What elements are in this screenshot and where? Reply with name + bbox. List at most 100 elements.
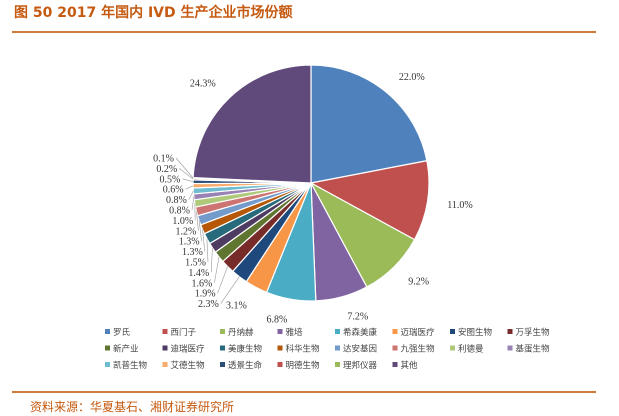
legend-label-20: 理邦仪器 bbox=[343, 360, 378, 371]
leader-line-13 bbox=[196, 211, 199, 231]
leader-line-16 bbox=[188, 190, 194, 200]
legend-label-10: 美康生物 bbox=[228, 344, 263, 355]
leader-line-20 bbox=[175, 157, 194, 179]
pie-data-label-4: 6.8% bbox=[266, 314, 287, 325]
legend-item-6: 安图生物 bbox=[450, 327, 493, 338]
pie-data-label-10: 1.5% bbox=[185, 258, 206, 269]
leader-line-11 bbox=[202, 229, 206, 252]
leader-line-19 bbox=[179, 168, 194, 180]
pie-data-label-21: 24.3% bbox=[190, 79, 216, 90]
pie-slice-0 bbox=[310, 64, 428, 184]
legend-swatch-5 bbox=[392, 329, 398, 334]
legend-swatch-21 bbox=[392, 362, 398, 367]
pie-slices bbox=[192, 64, 430, 302]
legend-swatch-3 bbox=[277, 329, 283, 334]
legend-label-19: 明德生物 bbox=[286, 360, 321, 371]
legend-swatch-12 bbox=[335, 345, 340, 351]
pie-data-label-17: 0.6% bbox=[163, 185, 184, 196]
pie-data-label-18: 0.5% bbox=[160, 174, 181, 185]
pie-data-label-13: 1.2% bbox=[176, 226, 197, 237]
pie-data-label-2: 9.2% bbox=[408, 277, 429, 288]
leader-line-12 bbox=[198, 220, 202, 242]
leader-line-7 bbox=[217, 266, 228, 294]
pie-data-label-1: 11.0% bbox=[447, 200, 472, 211]
legend-label-0: 罗氏 bbox=[113, 328, 131, 338]
legend-item-0: 罗氏 bbox=[105, 328, 131, 338]
legend-item-1: 西门子 bbox=[162, 327, 197, 338]
legend-item-15: 基蛋生物 bbox=[507, 344, 551, 355]
legend-item-19: 明德生物 bbox=[277, 360, 321, 371]
legend-item-18: 透景生命 bbox=[220, 360, 263, 371]
legend-label-16: 凯普生物 bbox=[113, 360, 148, 371]
legend-swatch-11 bbox=[277, 345, 283, 351]
legend-item-10: 美康生物 bbox=[220, 344, 263, 355]
pie-data-label-6: 2.3% bbox=[198, 299, 219, 310]
legend-item-11: 科华生物 bbox=[277, 344, 321, 355]
pie-data-label-20: 0.1% bbox=[153, 154, 174, 165]
pie-data-label-8: 1.6% bbox=[192, 278, 213, 289]
legend-label-8: 新产业 bbox=[113, 344, 139, 355]
legend-label-4: 希森美康 bbox=[343, 327, 378, 338]
pie-data-label-19: 0.2% bbox=[156, 164, 177, 175]
legend-swatch-2 bbox=[220, 329, 225, 334]
legend-swatch-14 bbox=[450, 345, 455, 351]
legend-item-14: 利德曼 bbox=[450, 344, 484, 355]
legend-swatch-16 bbox=[105, 362, 110, 367]
legend-label-21: 其他 bbox=[401, 360, 419, 371]
bottom-divider bbox=[12, 391, 596, 393]
legend-label-15: 基蛋生物 bbox=[516, 344, 551, 355]
legend-swatch-8 bbox=[105, 345, 110, 351]
legend-swatch-17 bbox=[162, 362, 168, 367]
legend-swatch-18 bbox=[220, 362, 225, 367]
pie-data-label-7: 1.9% bbox=[195, 289, 216, 300]
legend-item-12: 达安基因 bbox=[335, 344, 377, 355]
pie-data-label-11: 1.3% bbox=[182, 247, 203, 258]
label-leader-lines bbox=[175, 157, 240, 304]
leader-line-9 bbox=[210, 247, 213, 273]
legend-swatch-6 bbox=[450, 329, 455, 334]
legend-label-3: 雅培 bbox=[286, 327, 304, 338]
top-divider bbox=[12, 31, 596, 33]
pie-data-label-12: 1.3% bbox=[179, 237, 200, 248]
legend-label-14: 利德曼 bbox=[458, 344, 484, 355]
legend-label-13: 九强生物 bbox=[401, 344, 436, 355]
legend-label-7: 万孚生物 bbox=[516, 327, 551, 338]
legend-item-9: 迪瑞医疗 bbox=[162, 344, 206, 355]
legend-swatch-4 bbox=[335, 329, 340, 334]
pie-data-label-14: 1.0% bbox=[172, 216, 193, 227]
legend-swatch-9 bbox=[162, 345, 168, 351]
legend-swatch-19 bbox=[277, 362, 283, 367]
legend-item-21: 其他 bbox=[392, 360, 419, 371]
leader-line-18 bbox=[182, 178, 194, 182]
legend-swatch-15 bbox=[507, 345, 513, 351]
legend-item-17: 艾德生物 bbox=[162, 360, 206, 371]
legend-label-1: 西门子 bbox=[171, 327, 197, 338]
legend-item-20: 理邦仪器 bbox=[335, 360, 378, 371]
pie-slice-1 bbox=[309, 160, 430, 241]
legend-swatch-1 bbox=[162, 329, 168, 334]
pie-data-labels: 22.0%11.0%9.2%7.2%6.8%3.1%2.3%1.9%1.6%1.… bbox=[153, 72, 473, 325]
pie-data-label-16: 0.8% bbox=[166, 195, 187, 206]
legend-item-8: 新产业 bbox=[105, 344, 139, 355]
source-note: 资料来源：华夏基石、湘财证券研究所 bbox=[30, 400, 235, 414]
legend-item-5: 迈瑞医疗 bbox=[392, 327, 435, 338]
leader-line-15 bbox=[191, 196, 195, 211]
pie-data-label-15: 0.8% bbox=[169, 206, 190, 217]
legend-item-16: 凯普生物 bbox=[105, 360, 148, 371]
legend-label-6: 安图生物 bbox=[458, 327, 493, 338]
legend-swatch-20 bbox=[335, 362, 340, 367]
legend-label-2: 丹纳赫 bbox=[228, 327, 254, 338]
legend-swatch-0 bbox=[105, 329, 110, 334]
legend-label-17: 艾德生物 bbox=[171, 360, 206, 371]
pie-data-label-5: 3.1% bbox=[226, 301, 247, 312]
legend-item-13: 九强生物 bbox=[392, 344, 436, 355]
legend-label-18: 透景生命 bbox=[228, 360, 263, 371]
legend-label-9: 迪瑞医疗 bbox=[171, 344, 206, 355]
leader-line-6 bbox=[220, 276, 240, 304]
leader-line-17 bbox=[185, 185, 194, 190]
leader-line-8 bbox=[214, 256, 220, 283]
page-title: 图 50 2017 年国内 IVD 生产企业市场份额 bbox=[14, 5, 293, 21]
legend-label-11: 科华生物 bbox=[286, 344, 321, 355]
